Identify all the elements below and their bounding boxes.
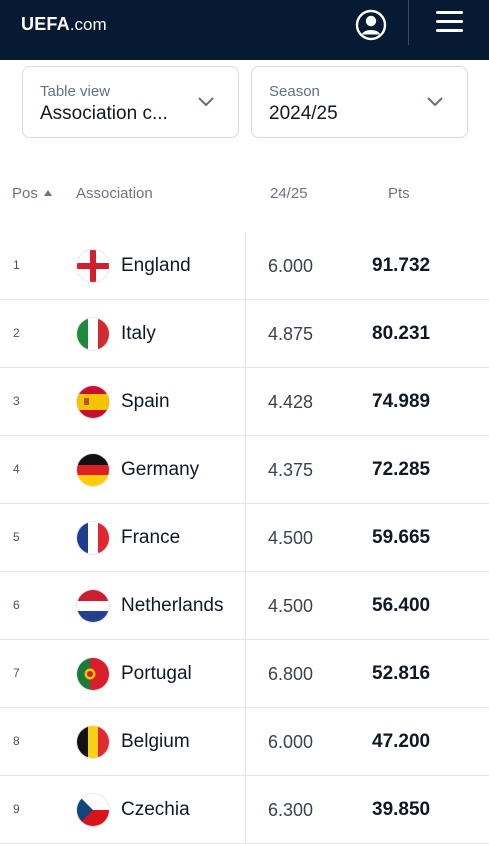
season-points: 6.000 — [268, 256, 314, 276]
table-view-dropdown[interactable]: Table view Association c... — [22, 66, 239, 138]
pos-header-label: Pos — [12, 185, 38, 202]
association-name: Czechia — [121, 799, 190, 820]
chevron-down-icon — [198, 97, 214, 106]
association-name: Spain — [121, 391, 170, 412]
row-position: 8 — [13, 734, 20, 748]
season-points: 4.875 — [268, 324, 314, 344]
season-points: 6.300 — [268, 800, 314, 820]
row-position: 1 — [13, 258, 20, 272]
column-divider — [245, 640, 246, 708]
table-row[interactable]: 9 Czechia 6.300 39.850 — [0, 776, 489, 844]
season-value: 2024/25 — [269, 103, 338, 124]
season-column-header[interactable]: 24/25 — [270, 185, 308, 202]
association-name: Belgium — [121, 731, 190, 752]
row-position: 4 — [13, 462, 20, 476]
column-divider — [245, 504, 246, 572]
column-divider — [245, 776, 246, 844]
header-divider — [408, 0, 409, 45]
table-view-value: Association c... — [40, 103, 168, 124]
table-view-label: Table view — [40, 83, 111, 100]
pos-column-header[interactable]: Pos — [12, 185, 52, 203]
table-row[interactable]: 8 Belgium 6.000 47.200 — [0, 708, 489, 776]
column-divider — [245, 232, 246, 300]
hamburger-menu-icon[interactable] — [436, 11, 464, 33]
season-points: 4.428 — [268, 392, 314, 412]
total-points: 74.989 — [372, 391, 431, 412]
uefa-logo[interactable]: UEFA.com — [21, 13, 107, 36]
england-flag-icon — [77, 250, 109, 282]
top-navigation-bar: UEFA.com — [0, 0, 489, 60]
association-name: Netherlands — [121, 595, 224, 616]
pts-column-header[interactable]: Pts — [388, 185, 410, 202]
sort-ascending-icon — [43, 190, 52, 196]
season-points: 6.800 — [268, 664, 314, 684]
belgium-flag-icon — [77, 726, 109, 758]
season-dropdown[interactable]: Season 2024/25 — [251, 66, 468, 138]
total-points: 91.732 — [372, 255, 431, 276]
row-position: 6 — [13, 598, 20, 612]
association-name: Portugal — [121, 663, 192, 684]
table-row[interactable]: 7 Portugal 6.800 52.816 — [0, 640, 489, 708]
table-header: Pos Association 24/25 Pts — [0, 176, 489, 212]
row-position: 9 — [13, 802, 20, 816]
table-row[interactable]: 4 Germany 4.375 72.285 — [0, 436, 489, 504]
germany-flag-icon — [77, 454, 109, 486]
association-name: England — [121, 255, 191, 276]
column-divider — [245, 300, 246, 368]
table-row[interactable]: 1 England 6.000 91.732 — [0, 232, 489, 300]
total-points: 52.816 — [372, 663, 431, 684]
row-position: 3 — [13, 394, 20, 408]
total-points: 56.400 — [372, 595, 431, 616]
total-points: 47.200 — [372, 731, 431, 752]
czechia-flag-icon — [77, 794, 109, 826]
season-points: 4.500 — [268, 528, 314, 548]
season-points: 4.375 — [268, 460, 314, 480]
table-row[interactable]: 5 France 4.500 59.665 — [0, 504, 489, 572]
netherlands-flag-icon — [77, 590, 109, 622]
total-points: 59.665 — [372, 527, 431, 548]
association-name: Italy — [121, 323, 156, 344]
association-name: France — [121, 527, 181, 548]
season-points: 6.000 — [268, 732, 314, 752]
user-account-icon[interactable] — [353, 7, 389, 43]
row-position: 7 — [13, 666, 20, 680]
table-row[interactable]: 3 Spain 4.428 74.989 — [0, 368, 489, 436]
italy-flag-icon — [77, 318, 109, 350]
row-position: 5 — [13, 530, 20, 544]
season-label: Season — [269, 83, 320, 100]
table-row[interactable]: 2 Italy 4.875 80.231 — [0, 300, 489, 368]
logo-bold-text: UEFA — [21, 14, 70, 34]
total-points: 39.850 — [372, 799, 431, 820]
portugal-flag-icon — [77, 658, 109, 690]
season-points: 4.500 — [268, 596, 314, 616]
column-divider — [245, 572, 246, 640]
column-divider — [245, 436, 246, 504]
total-points: 80.231 — [372, 323, 431, 344]
chevron-down-icon — [427, 97, 443, 106]
association-name: Germany — [121, 459, 200, 480]
association-column-header[interactable]: Association — [76, 185, 153, 202]
table-row[interactable]: 6 Netherlands 4.500 56.400 — [0, 572, 489, 640]
spain-flag-icon — [77, 386, 109, 418]
row-position: 2 — [13, 326, 20, 340]
total-points: 72.285 — [372, 459, 431, 480]
france-flag-icon — [77, 522, 109, 554]
column-divider — [245, 368, 246, 436]
logo-domain-text: .com — [69, 15, 107, 34]
column-divider — [245, 708, 246, 776]
